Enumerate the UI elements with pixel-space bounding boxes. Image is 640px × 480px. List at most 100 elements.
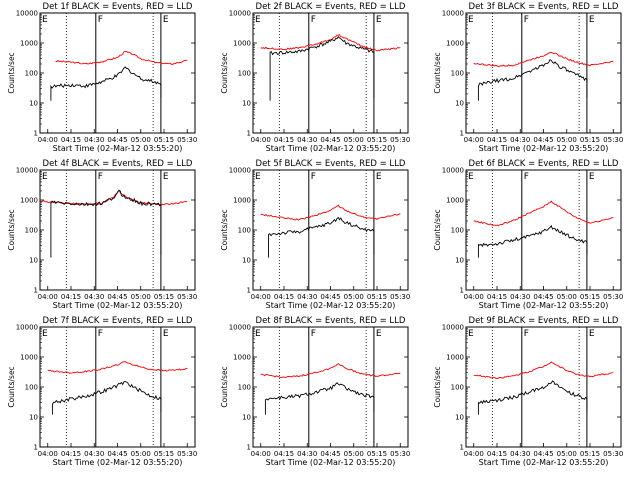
- y-tick-label: 100: [25, 384, 38, 392]
- y-tick-label: 1: [460, 287, 464, 295]
- x-tick-label: 05:15: [580, 450, 600, 458]
- x-tick-label: 04:00: [251, 136, 271, 144]
- x-tick-label: 05:00: [344, 450, 364, 458]
- segment-mark: F: [524, 15, 529, 25]
- events-series-line: [477, 58, 588, 101]
- panel-title: Det 2f BLACK = Events, RED = LLD: [256, 2, 406, 12]
- y-tick-label: 100: [25, 70, 38, 78]
- x-tick-label: 05:15: [154, 136, 174, 144]
- segment-mark: E: [468, 15, 474, 25]
- lld-series-line: [260, 34, 401, 52]
- events-series-line: [268, 216, 375, 258]
- y-tick-label: 1000: [446, 197, 464, 205]
- x-axis-label: Start Time (02-Mar-12 03:55:20): [266, 144, 396, 153]
- x-tick-label: 05:15: [154, 293, 174, 301]
- lld-series-line: [55, 50, 188, 65]
- y-axis-label: Counts/sec: [7, 52, 16, 93]
- y-axis-label: Counts/sec: [433, 366, 442, 407]
- x-tick-label: 04:15: [487, 136, 507, 144]
- x-tick-label: 04:00: [464, 293, 484, 301]
- events-series-line: [477, 224, 588, 258]
- events-series-line: [477, 380, 588, 415]
- x-tick-label: 05:15: [154, 450, 174, 458]
- y-tick-label: 1: [247, 130, 251, 138]
- x-tick-label: 05:30: [390, 450, 410, 458]
- events-series-line: [50, 189, 162, 258]
- x-tick-label: 04:15: [487, 293, 507, 301]
- x-tick-label: 05:30: [390, 293, 410, 301]
- x-tick-label: 04:45: [533, 136, 553, 144]
- y-tick-label: 10000: [229, 324, 251, 332]
- events-series-line: [269, 35, 375, 101]
- x-tick-label: 04:45: [107, 293, 127, 301]
- segment-mark: E: [163, 15, 169, 25]
- events-series-line: [50, 66, 162, 101]
- y-tick-label: 1000: [446, 354, 464, 362]
- x-tick-label: 04:30: [510, 450, 530, 458]
- segment-mark: E: [42, 15, 48, 25]
- y-tick-label: 1000: [446, 40, 464, 48]
- x-tick-label: 04:00: [464, 136, 484, 144]
- x-tick-label: 05:30: [177, 293, 197, 301]
- x-tick-label: 05:00: [557, 293, 577, 301]
- y-tick-label: 1: [247, 287, 251, 295]
- segment-mark: F: [98, 329, 103, 339]
- x-tick-label: 05:30: [390, 136, 410, 144]
- y-tick-label: 10000: [442, 167, 464, 175]
- x-tick-label: 04:00: [251, 293, 271, 301]
- y-tick-label: 1: [34, 130, 38, 138]
- segment-mark: E: [589, 15, 595, 25]
- y-tick-label: 10000: [16, 167, 38, 175]
- detector-panel: Det 4f BLACK = Events, RED = LLD 1 10 100 10…: [7, 159, 197, 310]
- segment-mark: E: [376, 172, 382, 182]
- x-tick-label: 04:15: [274, 293, 294, 301]
- panel-title: Det 4f BLACK = Events, RED = LLD: [43, 159, 193, 169]
- detector-panel: Det 6f BLACK = Events, RED = LLD 1 10 100 10…: [433, 159, 623, 310]
- x-axis-label: Start Time (02-Mar-12 03:55:20): [479, 301, 609, 310]
- lld-series-line: [260, 363, 401, 379]
- y-tick-label: 1: [460, 130, 464, 138]
- segment-mark: F: [311, 172, 316, 182]
- y-tick-label: 10: [242, 100, 251, 108]
- x-tick-label: 04:15: [274, 450, 294, 458]
- y-tick-label: 10: [455, 414, 464, 422]
- x-tick-label: 05:30: [177, 450, 197, 458]
- y-tick-label: 100: [451, 227, 464, 235]
- segment-mark: E: [255, 329, 261, 339]
- segment-mark: E: [376, 15, 382, 25]
- detector-panel: Det 7f BLACK = Events, RED = LLD 1 10 100 10…: [7, 316, 197, 467]
- y-tick-label: 1000: [20, 197, 38, 205]
- y-tick-label: 100: [451, 384, 464, 392]
- x-axis-label: Start Time (02-Mar-12 03:55:20): [479, 144, 609, 153]
- y-tick-label: 1000: [20, 40, 38, 48]
- y-tick-label: 10000: [229, 167, 251, 175]
- y-tick-label: 100: [238, 384, 251, 392]
- segment-mark: E: [589, 329, 595, 339]
- x-tick-label: 04:15: [61, 293, 81, 301]
- x-tick-label: 04:30: [297, 450, 317, 458]
- x-tick-label: 04:15: [274, 136, 294, 144]
- panel-title: Det 1f BLACK = Events, RED = LLD: [43, 2, 193, 12]
- plot-frame: [39, 12, 196, 134]
- lld-series-line: [473, 51, 614, 67]
- panel-title: Det 9f BLACK = Events, RED = LLD: [469, 316, 619, 326]
- panel-title: Det 3f BLACK = Events, RED = LLD: [469, 2, 619, 12]
- detector-panel: Det 8f BLACK = Events, RED = LLD 1 10 100 10…: [220, 316, 410, 467]
- events-series-line: [264, 382, 375, 415]
- x-tick-label: 04:00: [38, 293, 58, 301]
- y-axis-label: Counts/sec: [433, 209, 442, 250]
- segment-mark: E: [468, 172, 474, 182]
- x-tick-label: 04:30: [84, 450, 104, 458]
- x-tick-label: 04:00: [38, 450, 58, 458]
- x-tick-label: 04:45: [107, 136, 127, 144]
- lld-series-line: [473, 200, 614, 227]
- segment-mark: F: [524, 329, 529, 339]
- y-axis-label: Counts/sec: [220, 52, 229, 93]
- detector-panel: Det 1f BLACK = Events, RED = LLD 1 10 100 10…: [7, 2, 197, 153]
- y-tick-label: 100: [25, 227, 38, 235]
- detector-panel: Det 2f BLACK = Events, RED = LLD 1 10 100 10…: [220, 2, 410, 153]
- segment-mark: E: [163, 329, 169, 339]
- panel-title: Det 5f BLACK = Events, RED = LLD: [256, 159, 406, 169]
- plot-frame: [465, 12, 622, 134]
